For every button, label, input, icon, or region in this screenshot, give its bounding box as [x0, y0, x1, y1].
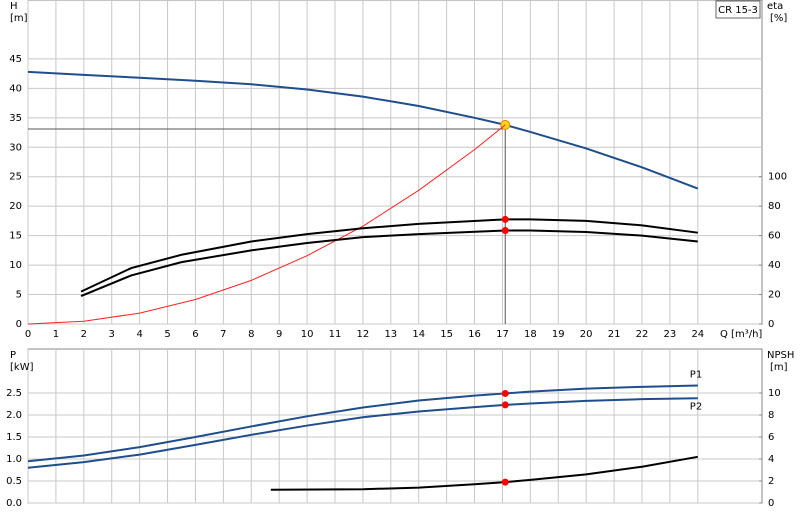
x-tick-label: 22	[636, 329, 649, 340]
y2-tick-label: 80	[768, 201, 781, 212]
series-label: P2	[690, 401, 702, 412]
x-tick-label: 4	[136, 329, 142, 340]
y-axis-unit: [m]	[10, 13, 28, 24]
y2-tick-label: 60	[768, 231, 781, 242]
y2-tick-label: 6	[768, 432, 774, 443]
series-line	[27, 124, 506, 325]
title-box	[715, 0, 761, 19]
y2-tick-label: 20	[768, 290, 781, 301]
y2-axis-label: eta	[767, 1, 783, 12]
y-tick-label: 20	[9, 201, 22, 212]
y2-tick-label: 10	[768, 388, 781, 399]
y-tick-label: 1.5	[6, 432, 22, 443]
x-tick-label: 20	[580, 329, 593, 340]
y2-tick-label: 100	[768, 172, 787, 183]
y-tick-label: 30	[9, 142, 22, 153]
y2-axis-unit: [%]	[770, 13, 787, 24]
duty-marker	[501, 215, 509, 223]
x-tick-label: 17	[496, 329, 509, 340]
series-label: P1	[690, 370, 702, 381]
x-tick-label: 0	[25, 329, 31, 340]
y-tick-label: 35	[9, 113, 22, 124]
y-axis-label: H	[10, 1, 18, 12]
y-tick-label: 2.5	[6, 388, 22, 399]
x-tick-label: 10	[301, 329, 314, 340]
x-tick-label: 8	[248, 329, 254, 340]
x-tick-label: 5	[164, 329, 170, 340]
x-tick-label: 2	[81, 329, 87, 340]
y2-tick-label: 40	[768, 260, 781, 271]
series-line	[80, 218, 698, 293]
x-tick-label: 7	[220, 329, 226, 340]
y-axis-label: P	[10, 350, 16, 361]
x-tick-label: 14	[412, 329, 425, 340]
x-axis-label: Q [m³/h]	[720, 329, 762, 340]
x-tick-label: 1	[53, 329, 59, 340]
x-tick-label: 9	[276, 329, 282, 340]
y2-axis-unit: [m]	[770, 362, 788, 373]
series-line	[27, 384, 698, 463]
chart-title: CR 15-3	[718, 5, 758, 16]
x-tick-label: 21	[608, 329, 621, 340]
x-tick-label: 16	[468, 329, 481, 340]
y-tick-label: 25	[9, 172, 22, 183]
duty-marker	[501, 478, 509, 486]
y-tick-label: 5	[16, 290, 22, 301]
y2-tick-label: 0	[768, 498, 774, 509]
y-tick-label: 10	[9, 260, 22, 271]
y-tick-label: 45	[9, 54, 22, 65]
x-tick-label: 24	[691, 329, 704, 340]
y-tick-label: 40	[9, 83, 22, 94]
duty-marker	[501, 389, 509, 397]
series-line	[27, 397, 698, 469]
y2-tick-label: 8	[768, 410, 774, 421]
duty-marker	[501, 401, 509, 409]
y-tick-label: 15	[9, 231, 22, 242]
x-tick-label: 18	[524, 329, 537, 340]
x-tick-label: 13	[384, 329, 397, 340]
x-tick-label: 3	[109, 329, 115, 340]
y-axis-unit: [kW]	[10, 362, 34, 373]
series-line	[27, 70, 699, 190]
y-tick-label: 1.0	[6, 454, 22, 465]
x-tick-label: 23	[664, 329, 677, 340]
series-line	[80, 229, 698, 297]
y-tick-label: 0.5	[6, 476, 22, 487]
y-tick-label: 0.0	[6, 498, 22, 509]
x-tick-label: 12	[357, 329, 370, 340]
x-tick-label: 11	[329, 329, 342, 340]
y-tick-label: 0	[16, 319, 22, 330]
y2-tick-label: 2	[768, 476, 774, 487]
duty-marker	[501, 226, 509, 234]
y-tick-label: 2.0	[6, 410, 22, 421]
x-tick-label: 15	[440, 329, 453, 340]
x-tick-label: 6	[192, 329, 198, 340]
y2-axis-label: NPSH	[767, 350, 794, 361]
y2-tick-label: 4	[768, 454, 774, 465]
x-tick-label: 19	[552, 329, 565, 340]
y2-tick-label: 0	[768, 319, 774, 330]
